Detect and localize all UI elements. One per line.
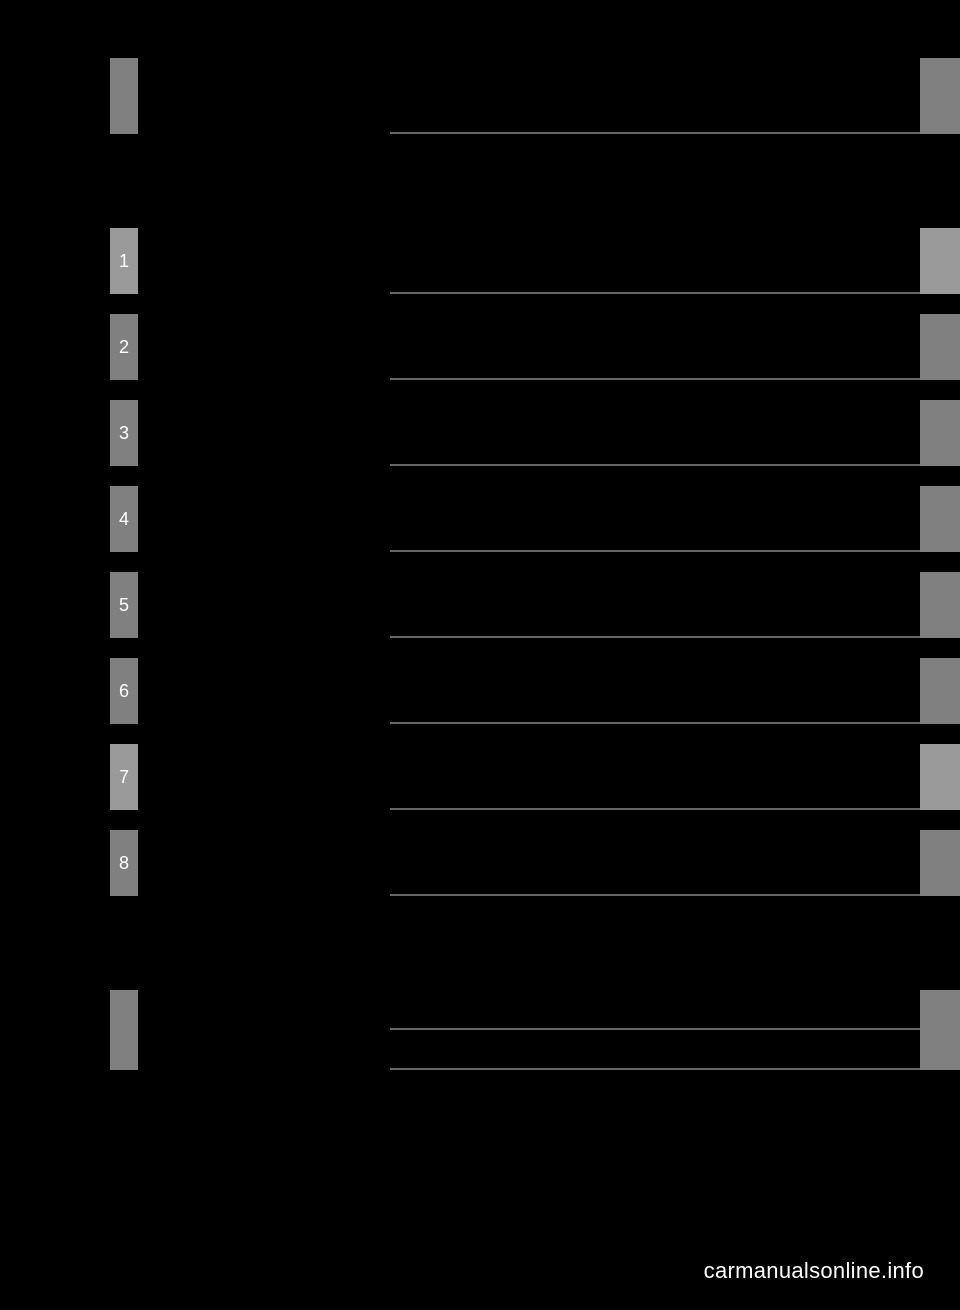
section-row-8[interactable]: 8 xyxy=(110,830,960,896)
section-content-3 xyxy=(390,400,920,466)
index-gap xyxy=(138,1030,390,1070)
section-gap xyxy=(138,572,390,638)
section-tab-1[interactable]: 1 xyxy=(110,228,138,294)
section-tab-2[interactable]: 2 xyxy=(110,314,138,380)
section-number: 8 xyxy=(119,853,129,874)
section-gap xyxy=(138,314,390,380)
section-row-4[interactable]: 4 xyxy=(110,486,960,552)
title-gap xyxy=(138,58,390,134)
section-row-2[interactable]: 2 xyxy=(110,314,960,380)
section-number: 5 xyxy=(119,595,129,616)
section-tab-6[interactable]: 6 xyxy=(110,658,138,724)
section-content-6 xyxy=(390,658,920,724)
index-tab-spacer xyxy=(110,990,138,1030)
section-content-2 xyxy=(390,314,920,380)
section-row-3[interactable]: 3 xyxy=(110,400,960,466)
manual-toc-page: 1 2 3 4 5 6 7 8 carmanualsonline.info xyxy=(0,0,960,1310)
section-edge-block-8[interactable] xyxy=(920,830,960,896)
section-number: 4 xyxy=(119,509,129,530)
section-content-7 xyxy=(390,744,920,810)
section-edge-block-4[interactable] xyxy=(920,486,960,552)
index-tab-spacer xyxy=(110,1030,138,1070)
section-number: 6 xyxy=(119,681,129,702)
index-row-0[interactable] xyxy=(110,990,960,1030)
section-number: 7 xyxy=(119,767,129,788)
section-tab-4[interactable]: 4 xyxy=(110,486,138,552)
title-tab xyxy=(110,58,138,134)
index-edge-block-1[interactable] xyxy=(920,1030,960,1070)
section-gap xyxy=(138,744,390,810)
section-row-6[interactable]: 6 xyxy=(110,658,960,724)
section-edge-block-2[interactable] xyxy=(920,314,960,380)
watermark-text: carmanualsonline.info xyxy=(704,1258,924,1284)
section-edge-block-3[interactable] xyxy=(920,400,960,466)
title-row xyxy=(110,58,960,134)
section-gap xyxy=(138,228,390,294)
index-content-0 xyxy=(390,990,920,1030)
section-tab-8[interactable]: 8 xyxy=(110,830,138,896)
section-gap xyxy=(138,658,390,724)
index-edge-block-0[interactable] xyxy=(920,990,960,1030)
index-row-1[interactable] xyxy=(110,1030,960,1070)
section-tab-3[interactable]: 3 xyxy=(110,400,138,466)
section-gap xyxy=(138,486,390,552)
section-edge-block-1[interactable] xyxy=(920,228,960,294)
section-content-8 xyxy=(390,830,920,896)
section-edge-block-5[interactable] xyxy=(920,572,960,638)
section-number: 3 xyxy=(119,423,129,444)
title-content xyxy=(390,58,920,134)
section-edge-block-7[interactable] xyxy=(920,744,960,810)
section-edge-block-6[interactable] xyxy=(920,658,960,724)
section-row-7[interactable]: 7 xyxy=(110,744,960,810)
section-gap xyxy=(138,830,390,896)
section-tab-5[interactable]: 5 xyxy=(110,572,138,638)
section-row-5[interactable]: 5 xyxy=(110,572,960,638)
section-tab-7[interactable]: 7 xyxy=(110,744,138,810)
section-number: 2 xyxy=(119,337,129,358)
index-gap xyxy=(138,990,390,1030)
section-number: 1 xyxy=(119,251,129,272)
section-row-1[interactable]: 1 xyxy=(110,228,960,294)
section-content-1 xyxy=(390,228,920,294)
section-gap xyxy=(138,400,390,466)
index-content-1 xyxy=(390,1030,920,1070)
title-edge-block xyxy=(920,58,960,134)
section-content-4 xyxy=(390,486,920,552)
section-content-5 xyxy=(390,572,920,638)
